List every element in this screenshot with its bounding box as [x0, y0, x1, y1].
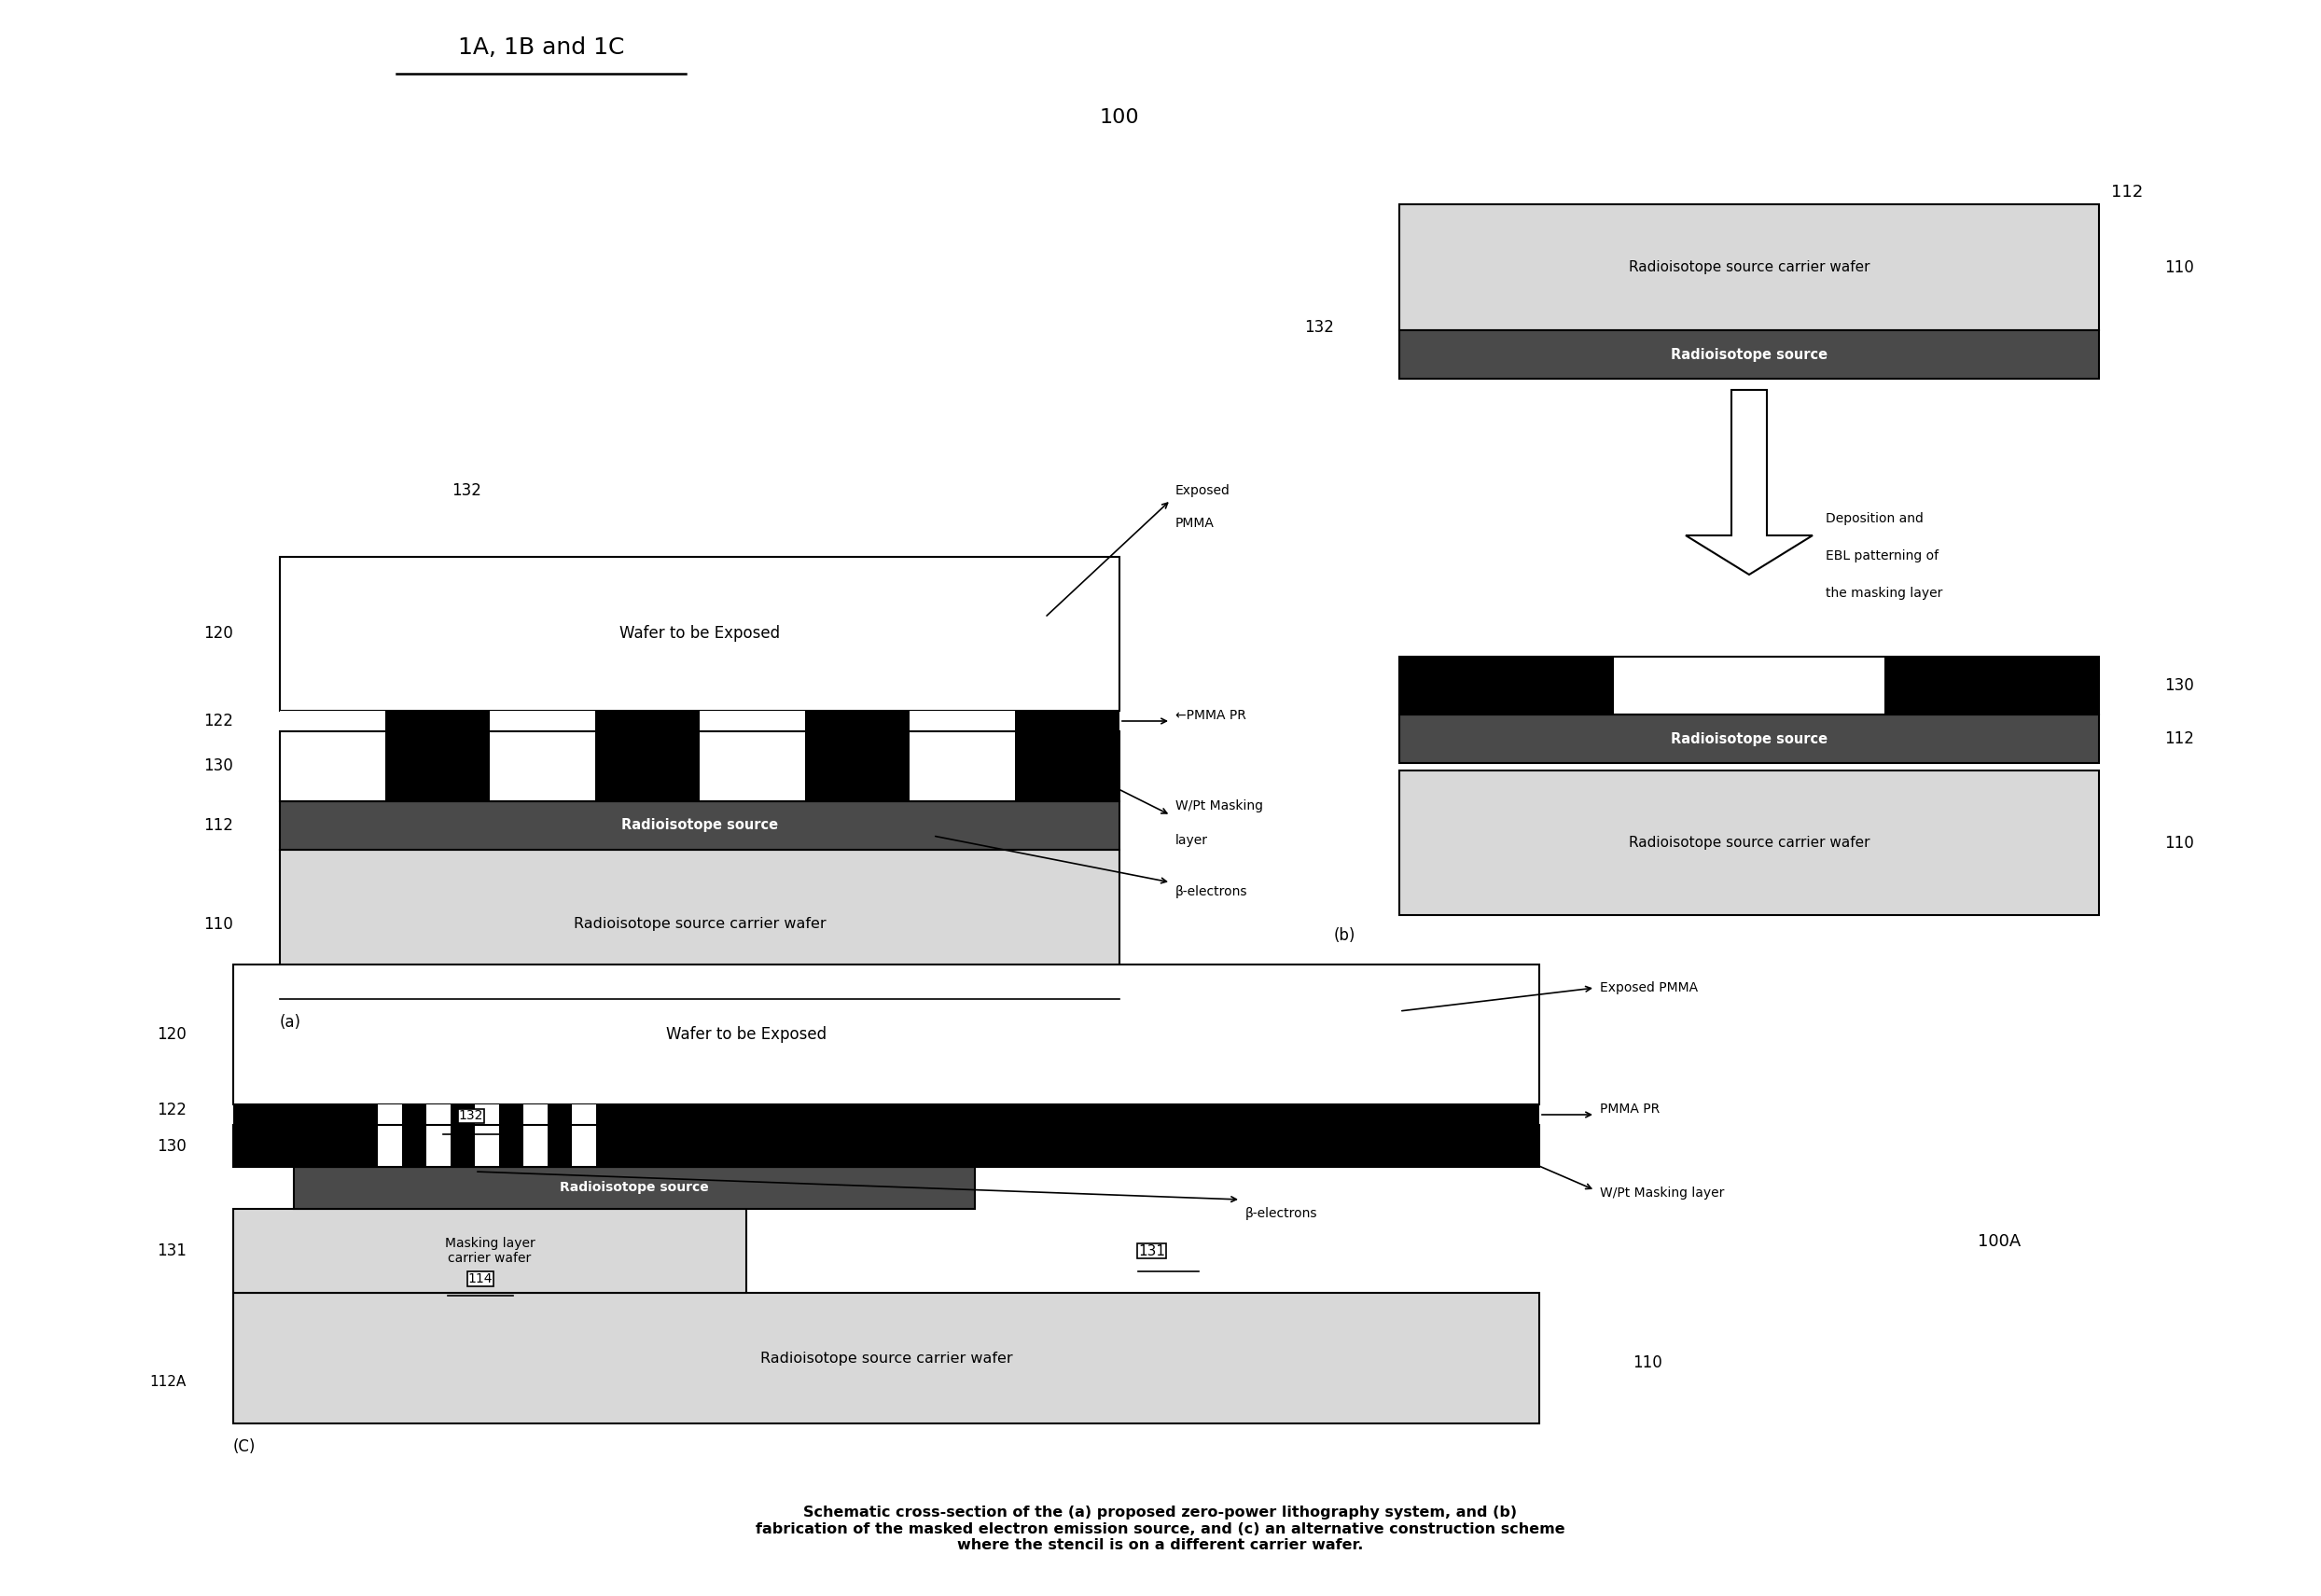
Text: 120: 120	[204, 626, 232, 642]
Text: 110: 110	[1632, 1355, 1662, 1371]
Text: 132: 132	[453, 482, 480, 500]
Text: 122: 122	[204, 713, 232, 729]
Text: 100A: 100A	[1977, 1234, 2022, 1250]
Bar	[522, 1104, 548, 1125]
Bar	[571, 1125, 596, 1167]
Bar	[910, 710, 1014, 731]
Bar	[427, 1104, 450, 1125]
Text: ←PMMA PR: ←PMMA PR	[1174, 709, 1246, 721]
Bar	[281, 801, 1119, 849]
Text: 120: 120	[158, 1026, 186, 1042]
Bar	[476, 1125, 499, 1167]
Bar	[427, 1125, 450, 1167]
Text: EBL patterning of: EBL patterning of	[1827, 549, 1938, 562]
Bar	[281, 557, 1119, 710]
Text: 112: 112	[2112, 184, 2142, 201]
Bar	[571, 1104, 596, 1125]
Bar	[1400, 715, 2098, 763]
Bar	[522, 1125, 548, 1167]
Text: 1A, 1B and 1C: 1A, 1B and 1C	[457, 37, 624, 59]
Text: the masking layer: the masking layer	[1827, 587, 1943, 600]
Text: 130: 130	[158, 1138, 186, 1154]
Bar	[1400, 656, 2098, 715]
Bar	[281, 849, 1119, 999]
Bar	[910, 731, 1014, 801]
Text: Radioisotope source: Radioisotope source	[1671, 348, 1827, 361]
Bar	[1400, 656, 2098, 715]
Text: Radioisotope source: Radioisotope source	[1671, 733, 1827, 745]
Bar	[805, 731, 910, 801]
Text: Wafer to be Exposed: Wafer to be Exposed	[620, 626, 780, 642]
Text: Radioisotope source: Radioisotope source	[559, 1181, 708, 1194]
Text: PMMA PR: PMMA PR	[1599, 1103, 1660, 1116]
Bar	[378, 1125, 402, 1167]
Text: 110: 110	[204, 916, 232, 932]
Text: 131: 131	[1137, 1243, 1165, 1258]
Text: 130: 130	[204, 758, 232, 774]
Text: β-electrons: β-electrons	[1174, 886, 1249, 899]
Bar	[232, 964, 1539, 1104]
Bar	[232, 1293, 1539, 1424]
Text: Schematic cross-section of the (a) proposed zero-power lithography system, and (: Schematic cross-section of the (a) propo…	[757, 1505, 1564, 1551]
Text: W/Pt Masking: W/Pt Masking	[1174, 800, 1263, 812]
Bar	[281, 710, 385, 731]
Text: layer: layer	[1174, 835, 1207, 847]
Text: (a): (a)	[281, 1013, 302, 1031]
Text: 112A: 112A	[151, 1374, 186, 1389]
Text: β-electrons: β-electrons	[1246, 1207, 1318, 1219]
Bar	[699, 731, 805, 801]
Bar	[281, 710, 1119, 731]
Bar	[295, 1167, 975, 1208]
Text: 132: 132	[460, 1109, 483, 1122]
Bar	[1885, 656, 2098, 715]
Bar	[1400, 771, 2098, 915]
Text: 131: 131	[158, 1242, 186, 1259]
Text: 112: 112	[2163, 731, 2193, 747]
Bar	[1400, 330, 2098, 378]
Text: (C): (C)	[232, 1438, 255, 1456]
Text: Exposed: Exposed	[1174, 484, 1230, 498]
Bar	[281, 731, 385, 801]
Text: Radioisotope source carrier wafer: Radioisotope source carrier wafer	[573, 918, 826, 932]
Text: 132: 132	[1304, 319, 1335, 335]
Bar	[378, 1104, 402, 1125]
Text: Radioisotope source carrier wafer: Radioisotope source carrier wafer	[759, 1352, 1012, 1365]
Bar	[232, 1125, 1539, 1167]
Bar	[232, 1104, 1539, 1125]
Text: W/Pt Masking layer: W/Pt Masking layer	[1599, 1186, 1725, 1200]
Text: 122: 122	[158, 1101, 186, 1119]
Text: 130: 130	[2163, 677, 2193, 694]
Text: Radioisotope source carrier wafer: Radioisotope source carrier wafer	[1629, 260, 1871, 275]
Text: Radioisotope source carrier wafer: Radioisotope source carrier wafer	[1629, 836, 1871, 849]
Bar	[594, 731, 699, 801]
Text: Masking layer
carrier wafer: Masking layer carrier wafer	[446, 1237, 534, 1266]
Text: Exposed PMMA: Exposed PMMA	[1599, 982, 1699, 994]
Polygon shape	[1685, 389, 1813, 575]
Text: 100: 100	[1100, 109, 1140, 126]
Bar	[1014, 731, 1119, 801]
Bar	[476, 1104, 499, 1125]
Text: Deposition and: Deposition and	[1827, 512, 1924, 525]
Bar	[490, 710, 594, 731]
Text: 110: 110	[2163, 835, 2193, 851]
Text: 112: 112	[204, 817, 232, 835]
Bar	[490, 731, 594, 801]
Bar	[281, 731, 1119, 801]
Text: Radioisotope source: Radioisotope source	[622, 819, 778, 833]
Text: PMMA: PMMA	[1174, 517, 1214, 530]
Bar	[699, 710, 805, 731]
Text: Wafer to be Exposed: Wafer to be Exposed	[666, 1026, 826, 1042]
Bar	[1400, 204, 2098, 330]
Bar	[385, 731, 490, 801]
Text: 114: 114	[469, 1272, 492, 1285]
Bar	[232, 1208, 747, 1293]
Bar	[1400, 656, 1613, 715]
Text: 110: 110	[2163, 259, 2193, 276]
Bar	[232, 1125, 1539, 1167]
Text: (b): (b)	[1335, 927, 1355, 943]
